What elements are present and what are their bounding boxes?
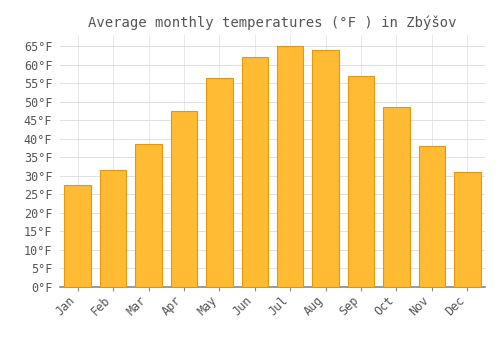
Bar	[312, 50, 339, 287]
Bar	[383, 107, 409, 287]
Bar	[206, 78, 233, 287]
Bar	[170, 111, 197, 287]
Bar	[136, 144, 162, 287]
Bar	[348, 76, 374, 287]
Bar	[100, 170, 126, 287]
Bar	[242, 57, 268, 287]
Bar	[454, 172, 480, 287]
Bar	[277, 46, 303, 287]
Bar	[418, 146, 445, 287]
Bar	[64, 185, 91, 287]
Title: Average monthly temperatures (°F ) in Zbýšov: Average monthly temperatures (°F ) in Zb…	[88, 15, 457, 30]
